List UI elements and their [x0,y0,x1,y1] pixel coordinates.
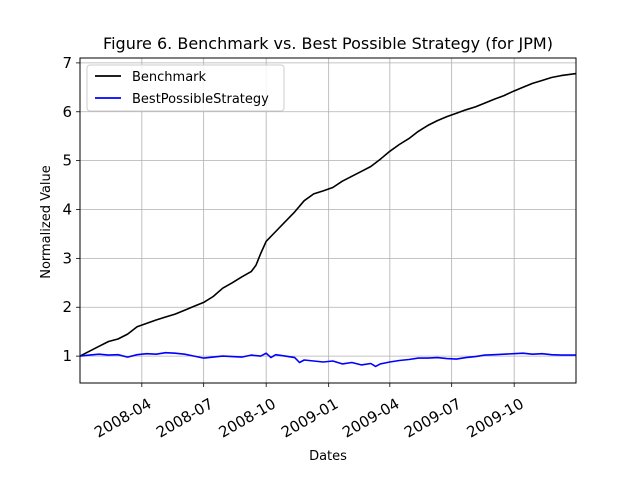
y-tick-label: 2 [62,298,72,316]
y-tick-label: 6 [62,103,72,121]
series-line-benchmark [79,72,577,357]
legend-box [86,64,285,112]
legend-label: BestPossibleStrategy [132,92,269,107]
x-tick-label: 2008-10 [216,395,279,442]
x-tick-label: 2009-07 [401,395,464,442]
y-tick-label: 7 [62,54,72,72]
plot-area [79,72,577,368]
x-tick-label: 2009-04 [339,395,402,442]
legend: Benchmark BestPossibleStrategy [86,64,285,112]
chart-title: Figure 6. Benchmark vs. Best Possible St… [103,34,553,53]
y-tick-label: 4 [62,201,72,219]
legend-label: Benchmark [132,70,207,85]
x-tick-label: 2008-07 [153,395,216,442]
y-tick-label: 5 [62,152,72,170]
y-tick-label: 3 [62,249,72,267]
x-axis-label: Dates [309,449,347,464]
x-tick-label: 2009-10 [464,395,527,442]
series-line-bestpossiblestrategy [79,351,576,368]
grid-lines [80,58,576,383]
x-tick-label: 2008-04 [91,395,154,442]
y-tick-label: 1 [62,347,72,365]
y-axis-label: Normalized Value [39,165,54,279]
axes-frame [79,57,577,384]
x-tick-label: 2009-01 [278,395,341,442]
y-axis-ticks: 1 2 3 4 5 6 7 [62,54,80,365]
